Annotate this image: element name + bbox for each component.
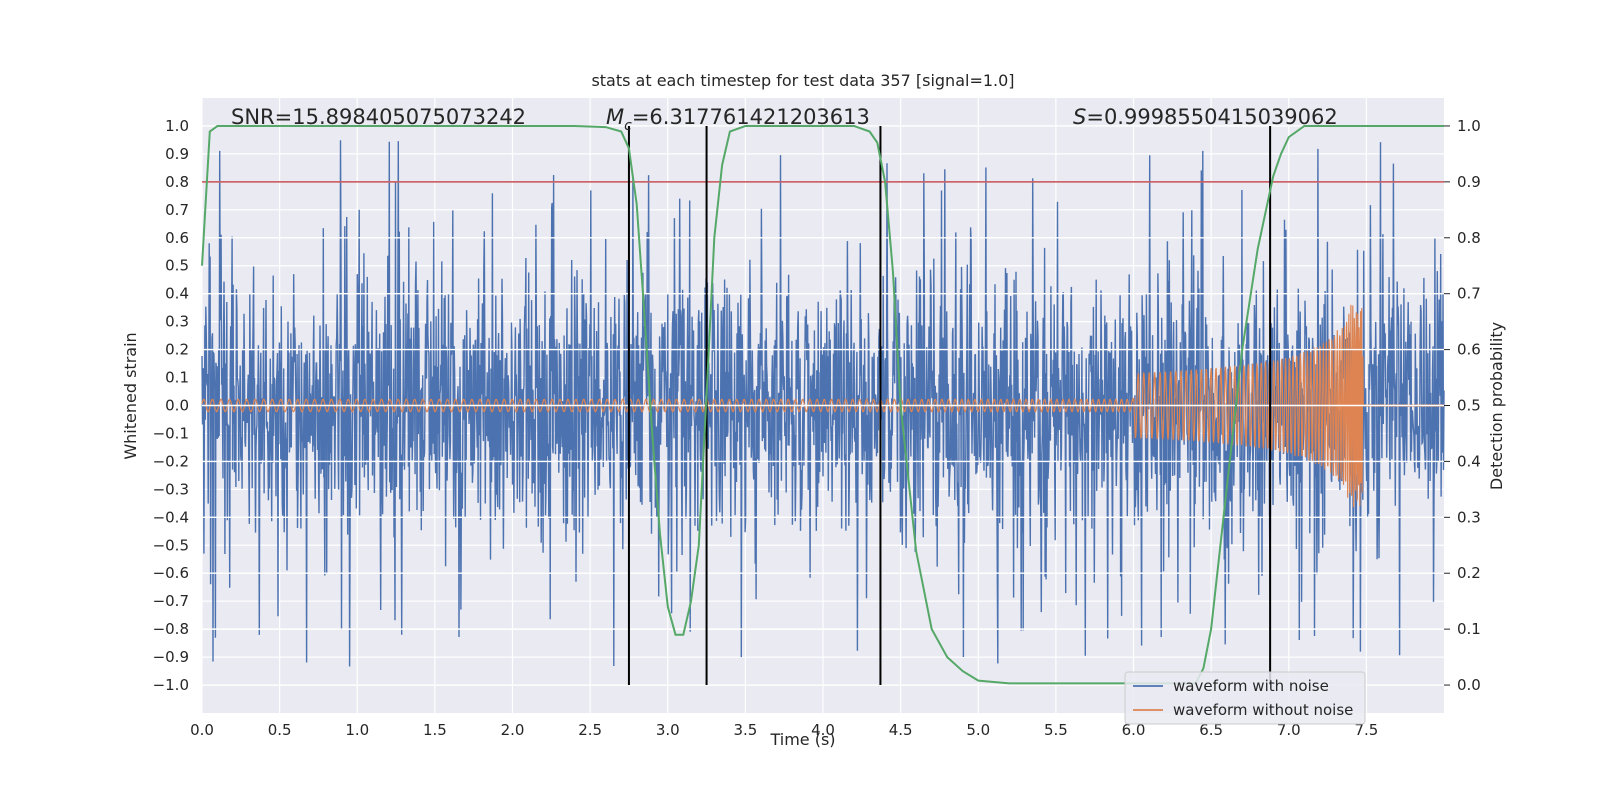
waveform-without-noise-line [201, 304, 1445, 508]
x-tick-label: 3.5 [733, 721, 757, 739]
x-tick-label: 4.0 [811, 721, 835, 739]
x-tick-label: 7.5 [1354, 721, 1378, 739]
right-y-tick-label: 0.9 [1457, 173, 1481, 191]
left-y-axis-label: Whitened strain [121, 332, 140, 459]
x-axis-ticks: 0.0 0.5 1.0 1.5 2.0 2.5 3.0 3.5 4.0 4.5 5.0 5.5 6.0 6… [190, 721, 1378, 739]
x-tick-label: 3.0 [656, 721, 680, 739]
right-y-tick-label: 0.1 [1457, 620, 1481, 638]
left-y-tick-label: 0.6 [165, 229, 189, 247]
left-y-tick-label: 0.4 [165, 285, 189, 303]
left-y-tick-label: −0.8 [153, 620, 189, 638]
left-y-tick-label: −0.6 [153, 564, 189, 582]
s-statistic-symbol: S [1073, 105, 1086, 129]
left-y-tick-label: −0.1 [153, 424, 189, 442]
x-tick-label: 6.0 [1122, 721, 1146, 739]
left-y-tick-label: −0.5 [153, 536, 189, 554]
right-y-tick-label: 0.5 [1457, 397, 1481, 415]
left-y-tick-label: 0.0 [165, 397, 189, 415]
chirp-mass-symbol: M [606, 105, 624, 129]
left-y-tick-label: −0.7 [153, 592, 189, 610]
x-axis-label: Time (s) [769, 730, 835, 749]
right-y-tick-label: 0.6 [1457, 341, 1481, 359]
left-y-tick-label: 0.2 [165, 341, 189, 359]
right-y-tick-label: 0.4 [1457, 452, 1481, 470]
x-tick-label: 2.0 [501, 721, 525, 739]
left-y-tick-label: 0.3 [165, 313, 189, 331]
right-y-axis-ticks: 1.0 0.9 0.8 0.7 0.6 0.5 0.4 0.3 0.2 0.1 0.0 [1444, 117, 1481, 694]
legend-label-noise: waveform with noise [1173, 677, 1329, 695]
right-y-tick-label: 1.0 [1457, 117, 1481, 135]
right-y-tick-label: 0.7 [1457, 285, 1481, 303]
x-tick-label: 4.5 [889, 721, 913, 739]
right-y-tick-label: 0.0 [1457, 676, 1481, 694]
legend-label-clean: waveform without noise [1173, 701, 1353, 719]
x-tick-label: 0.5 [268, 721, 292, 739]
x-tick-label: 7.0 [1277, 721, 1301, 739]
left-y-tick-label: 0.8 [165, 173, 189, 191]
left-y-tick-label: −0.4 [153, 508, 189, 526]
left-y-tick-label: −0.9 [153, 648, 189, 666]
snr-annotation: SNR=15.898405075073242 [231, 105, 526, 129]
x-tick-label: 1.5 [423, 721, 447, 739]
left-y-tick-label: 0.1 [165, 369, 189, 387]
x-tick-label: 6.5 [1199, 721, 1223, 739]
left-y-tick-label: −0.3 [153, 480, 189, 498]
right-y-tick-label: 0.3 [1457, 508, 1481, 526]
right-y-tick-label: 0.8 [1457, 229, 1481, 247]
waveform-with-noise-line [201, 140, 1445, 667]
right-axis-gridlines [202, 125, 1444, 686]
left-y-axis-ticks: 1.0 0.9 0.8 0.7 0.6 0.5 0.4 0.3 0.2 0.1 0.0 −0.1 −0.… [153, 117, 189, 694]
x-tick-label: 5.0 [966, 721, 990, 739]
chirp-mass-value: =6.317761421203613 [632, 105, 870, 129]
left-y-tick-label: 0.7 [165, 201, 189, 219]
left-y-tick-label: 0.5 [165, 257, 189, 275]
left-y-tick-label: 1.0 [165, 117, 189, 135]
detection-probability-line [201, 125, 1444, 685]
s-statistic-annotation: S=0.9998550415039062 [1073, 105, 1338, 129]
left-y-tick-label: 0.9 [165, 145, 189, 163]
x-tick-label: 0.0 [190, 721, 214, 739]
x-tick-label: 1.0 [345, 721, 369, 739]
right-y-axis-label: Detection probability [1487, 322, 1506, 490]
legend: waveform with noise waveform without noi… [1124, 671, 1366, 725]
x-tick-label: 5.5 [1044, 721, 1068, 739]
left-y-tick-label: −0.2 [153, 452, 189, 470]
left-y-tick-label: −1.0 [153, 676, 189, 694]
s-statistic-value: =0.9998550415039062 [1086, 105, 1337, 129]
x-tick-label: 2.5 [578, 721, 602, 739]
chart-title: stats at each timestep for test data 357… [591, 71, 1014, 90]
plot-series [201, 125, 1445, 686]
legend-box [1124, 671, 1366, 725]
right-y-tick-label: 0.2 [1457, 564, 1481, 582]
chirp-mass-annotation: Mc=6.317761421203613 [606, 105, 870, 134]
chirp-mass-subscript: c [624, 118, 632, 134]
